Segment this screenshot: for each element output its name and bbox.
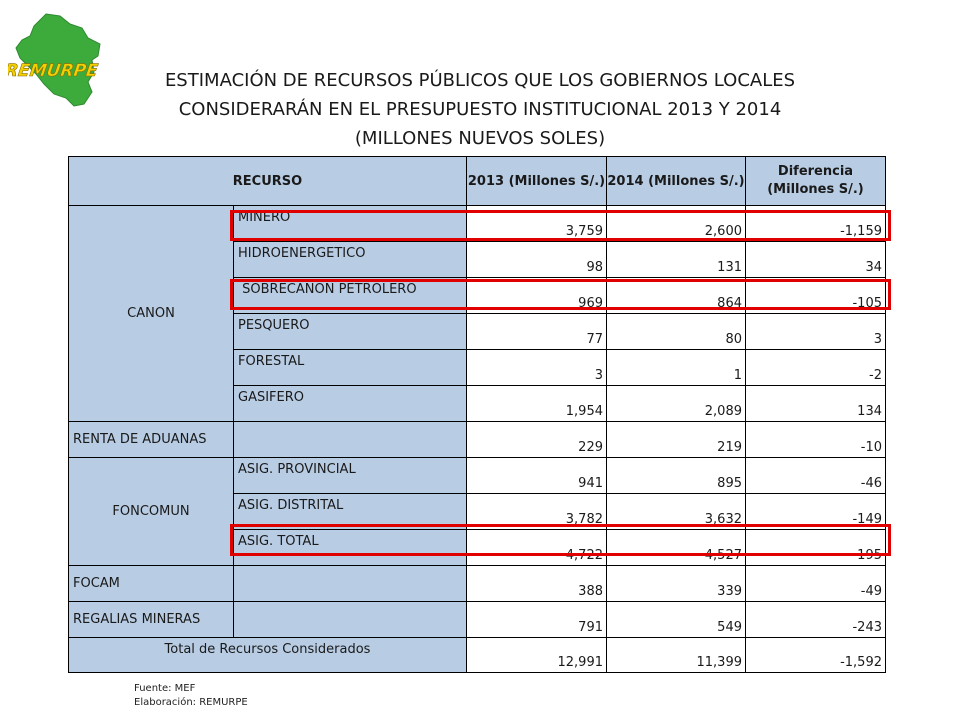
header-2013: 2013 (Millones S/.): [466, 156, 607, 206]
header-diferencia-line1: Diferencia: [777, 164, 854, 179]
value-diff: -195: [745, 529, 886, 566]
row-label: PESQUERO: [233, 313, 467, 350]
resources-table-wrapper: RECURSO 2013 (Millones S/.) 2014 (Millon…: [68, 156, 886, 673]
table-row-total: Total de Recursos Considerados 12,991 11…: [68, 637, 886, 673]
group-focam: FOCAM: [68, 565, 234, 602]
table-row: FORESTAL 3 1 -2: [69, 349, 886, 386]
value-diff: -2: [745, 349, 886, 386]
value-2013: 3,782: [466, 493, 607, 530]
value-2014: 2,600: [606, 205, 746, 242]
value-2014: 2,089: [606, 385, 746, 422]
row-label: MINERO: [233, 205, 467, 242]
remurpe-logo: REMURPE: [8, 10, 108, 110]
resources-table: RECURSO 2013 (Millones S/.) 2014 (Millon…: [68, 156, 886, 673]
value-2013: 3: [466, 349, 607, 386]
value-2014: 4,527: [606, 529, 746, 566]
value-2013: 941: [466, 457, 607, 494]
table-row: GASIFERO 1,954 2,089 134: [69, 385, 886, 422]
row-label-empty: [233, 421, 467, 458]
title-line-1: ESTIMACIÓN DE RECURSOS PÚBLICOS QUE LOS …: [164, 70, 796, 91]
value-diff: -46: [745, 457, 886, 494]
value-diff: -1,159: [745, 205, 886, 242]
row-label-empty: [233, 565, 467, 602]
title-line-2: CONSIDERARÁN EN EL PRESUPUESTO INSTITUCI…: [178, 99, 782, 120]
value-2013: 4,722: [466, 529, 607, 566]
table-row: CANON MINERO 3,759 2,600 -1,159: [68, 205, 886, 422]
value-diff: -149: [745, 493, 886, 530]
value-diff: 3: [745, 313, 886, 350]
value-diff: 34: [745, 241, 886, 278]
value-2014: 3,632: [606, 493, 746, 530]
value-diff: -10: [745, 421, 886, 458]
header-diferencia-line2: (Millones S/.): [767, 182, 864, 197]
group-renta-aduanas: RENTA DE ADUANAS: [68, 421, 234, 458]
value-2014: 80: [606, 313, 746, 350]
value-2013: 98: [466, 241, 607, 278]
footer: Fuente: MEF Elaboración: REMURPE: [134, 682, 248, 710]
value-2013: 229: [466, 421, 607, 458]
table-row: ASIG. TOTAL 4,722 4,527 -195: [69, 529, 886, 566]
page-title: ESTIMACIÓN DE RECURSOS PÚBLICOS QUE LOS …: [110, 66, 850, 153]
value-diff: -105: [745, 277, 886, 314]
table-row: PESQUERO 77 80 3: [69, 313, 886, 350]
value-2013: 1,954: [466, 385, 607, 422]
total-2013: 12,991: [466, 637, 607, 673]
value-2013: 3,759: [466, 205, 607, 242]
value-2014: 339: [606, 565, 746, 602]
group-foncomun: FONCOMUN: [68, 457, 234, 566]
group-canon: CANON: [68, 205, 234, 422]
value-diff: -243: [745, 601, 886, 638]
table-row: HIDROENERGETICO 98 131 34: [69, 241, 886, 278]
group-regalias-mineras: REGALIAS MINERAS: [68, 601, 234, 638]
value-2014: 219: [606, 421, 746, 458]
footer-elaboration: Elaboración: REMURPE: [134, 697, 248, 708]
table-row: FONCOMUN ASIG. PROVINCIAL 941 895 -46: [68, 457, 886, 566]
total-diff: -1,592: [745, 637, 886, 673]
row-label-empty: [233, 601, 467, 638]
row-label: HIDROENERGETICO: [233, 241, 467, 278]
total-label: Total de Recursos Considerados: [68, 637, 467, 673]
row-label: SOBRECANON PETROLERO: [233, 277, 467, 314]
value-2014: 131: [606, 241, 746, 278]
peru-map-logo-icon: REMURPE: [8, 13, 101, 107]
header-2014: 2014 (Millones S/.): [606, 156, 746, 206]
value-diff: 134: [745, 385, 886, 422]
table-header-row: RECURSO 2013 (Millones S/.) 2014 (Millon…: [68, 156, 886, 206]
value-2014: 1: [606, 349, 746, 386]
footer-source: Fuente: MEF: [134, 683, 196, 694]
header-recurso: RECURSO: [68, 156, 467, 206]
table-row: ASIG. DISTRITAL 3,782 3,632 -149: [69, 493, 886, 530]
table-row: RENTA DE ADUANAS 229 219 -10: [68, 421, 886, 458]
value-2014: 864: [606, 277, 746, 314]
table-row: FOCAM 388 339 -49: [68, 565, 886, 602]
row-label: ASIG. PROVINCIAL: [233, 457, 467, 494]
value-diff: -49: [745, 565, 886, 602]
value-2013: 77: [466, 313, 607, 350]
row-label: FORESTAL: [233, 349, 467, 386]
table-row: REGALIAS MINERAS 791 549 -243: [68, 601, 886, 638]
row-label: GASIFERO: [233, 385, 467, 422]
value-2013: 388: [466, 565, 607, 602]
row-label: ASIG. TOTAL: [233, 529, 467, 566]
row-label: ASIG. DISTRITAL: [233, 493, 467, 530]
total-2014: 11,399: [606, 637, 746, 673]
value-2014: 895: [606, 457, 746, 494]
logo-text: REMURPE: [8, 61, 99, 81]
value-2014: 549: [606, 601, 746, 638]
header-diferencia: Diferencia (Millones S/.): [745, 156, 886, 206]
value-2013: 791: [466, 601, 607, 638]
value-2013: 969: [466, 277, 607, 314]
title-line-3: (MILLONES NUEVOS SOLES): [354, 128, 606, 149]
